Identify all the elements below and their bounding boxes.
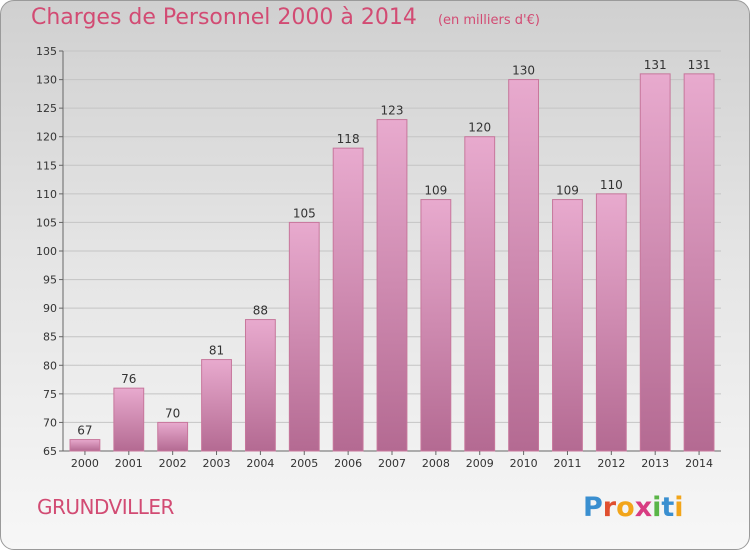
y-tick-label: 100 [36, 245, 57, 258]
x-tick-label: 2007 [378, 457, 406, 470]
bar [113, 387, 145, 452]
data-label: 131 [644, 58, 667, 72]
x-tick-label: 2005 [290, 457, 318, 470]
y-tick-label: 135 [36, 45, 57, 58]
x-tick-label: 2011 [553, 457, 581, 470]
bar [508, 79, 540, 452]
x-tick-label: 2003 [203, 457, 231, 470]
y-tick-label: 125 [36, 102, 57, 115]
x-tick-label: 2001 [115, 457, 143, 470]
data-label: 109 [424, 184, 447, 198]
y-tick-label: 115 [36, 159, 57, 172]
data-label: 130 [512, 64, 535, 78]
bar [157, 421, 189, 452]
y-tick-label: 85 [43, 331, 57, 344]
data-label: 88 [253, 304, 268, 318]
bar [332, 147, 364, 452]
data-label: 120 [468, 121, 491, 135]
x-tick-label: 2006 [334, 457, 362, 470]
x-tick-label: 2000 [71, 457, 99, 470]
bar [595, 193, 627, 452]
x-tick-label: 2002 [159, 457, 187, 470]
y-tick-label: 80 [43, 359, 57, 372]
y-tick-label: 130 [36, 74, 57, 87]
y-tick-label: 110 [36, 188, 57, 201]
data-label: 118 [337, 132, 360, 146]
bar [552, 199, 583, 452]
data-label: 70 [165, 406, 180, 420]
data-label: 67 [77, 424, 92, 438]
y-tick-label: 105 [36, 216, 57, 229]
x-tick-label: 2012 [597, 457, 625, 470]
bar [376, 119, 408, 452]
bar [244, 319, 276, 452]
bar [639, 73, 671, 452]
proxiti-logo: Proxiti [583, 492, 684, 523]
y-tick-label: 95 [43, 274, 57, 287]
x-tick-label: 2009 [466, 457, 494, 470]
place-name: GRUNDVILLER [37, 495, 174, 519]
bar [464, 136, 496, 452]
x-tick-label: 2013 [641, 457, 669, 470]
data-label: 81 [209, 344, 224, 358]
bar [683, 73, 715, 452]
y-tick-label: 70 [43, 416, 57, 429]
data-label: 105 [293, 206, 316, 220]
unit-text: (en milliers d'€) [437, 13, 540, 28]
bar [420, 199, 452, 452]
svg-text:Proxiti: Proxiti [583, 492, 684, 523]
data-label: 109 [556, 184, 579, 198]
data-label: 131 [688, 58, 711, 72]
x-tick-label: 2004 [246, 457, 274, 470]
y-tick-label: 65 [43, 445, 57, 458]
data-label: 110 [600, 178, 623, 192]
title-text: Charges de Personnel 2000 à 2014 [31, 5, 417, 30]
bar [201, 359, 232, 452]
x-tick-label: 2010 [510, 457, 538, 470]
bar [288, 221, 320, 452]
data-label: 123 [381, 104, 404, 118]
y-tick-label: 120 [36, 131, 57, 144]
bar [69, 439, 101, 452]
data-label: 76 [121, 372, 136, 386]
chart-title: Charges de Personnel 2000 à 2014 (en mil… [31, 5, 540, 30]
y-tick-label: 90 [43, 302, 57, 315]
x-tick-label: 2014 [685, 457, 713, 470]
y-tick-label: 75 [43, 388, 57, 401]
x-tick-label: 2008 [422, 457, 450, 470]
